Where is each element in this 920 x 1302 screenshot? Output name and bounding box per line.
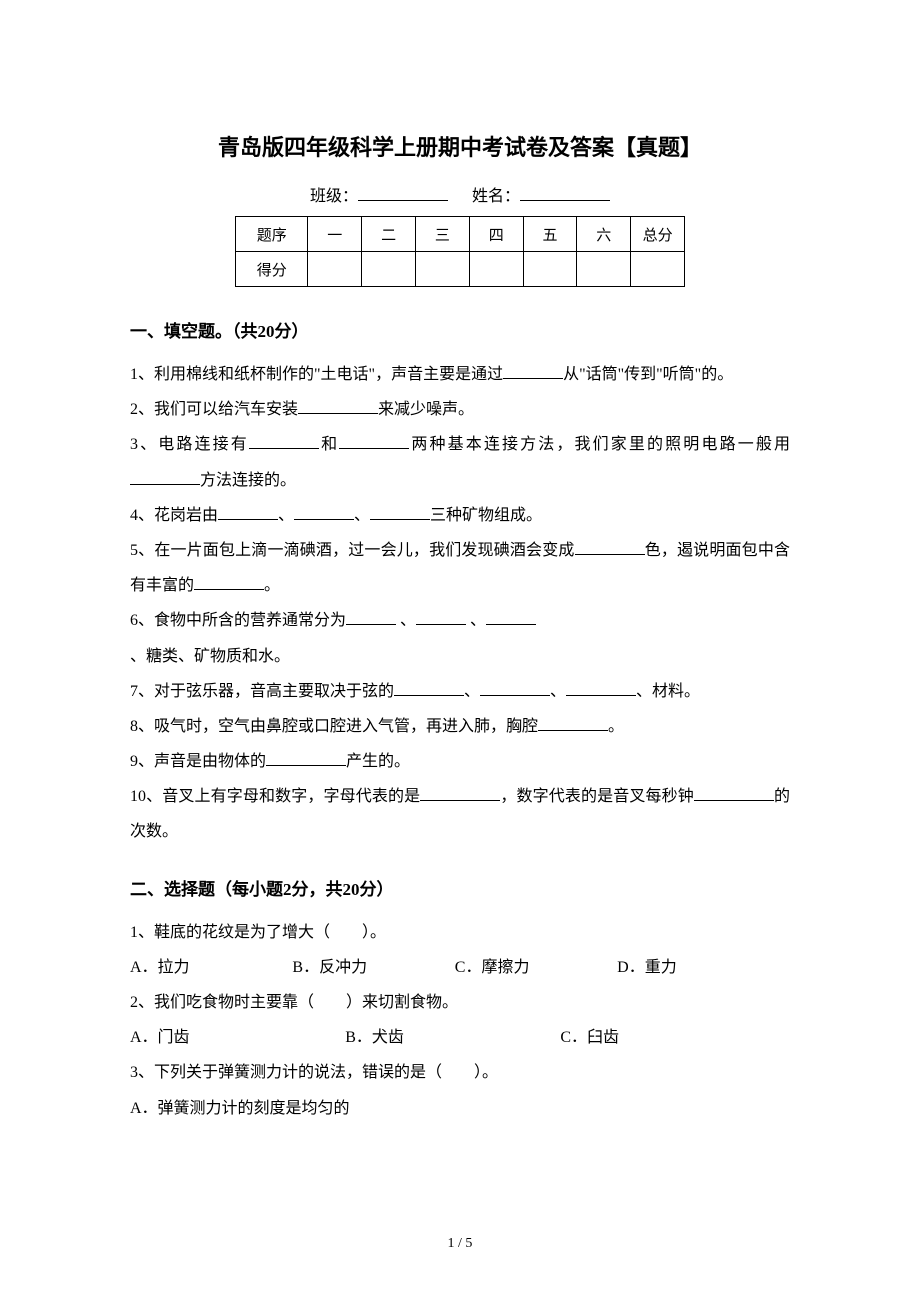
fill-blank[interactable] [566, 680, 636, 696]
option-c[interactable]: C．臼齿 [560, 1020, 771, 1055]
q-text: 、 [464, 683, 480, 700]
q-text: 、 [550, 683, 566, 700]
mc-options-1: A．拉力 B．反冲力 C．摩擦力 D．重力 [130, 950, 790, 985]
fill-blank[interactable] [538, 715, 608, 731]
q-text: 、材料。 [636, 683, 700, 700]
q-text: 5、在一片面包上滴一滴碘酒，过一会儿，我们发现碘酒会变成 [130, 542, 575, 559]
q-text: 、 [466, 612, 486, 629]
fill-blank[interactable] [249, 433, 319, 449]
question-4: 4、花岗岩由 、 、 三种矿物组成。 [130, 498, 790, 533]
page-title: 青岛版四年级科学上册期中考试卷及答案【真题】 [130, 130, 790, 162]
name-label: 姓名： [472, 188, 520, 205]
section2-heading: 二、选择题（每小题2分，共20分） [130, 875, 790, 900]
fill-blank[interactable] [346, 609, 396, 625]
q-text: 。 [264, 577, 280, 594]
q-text: 、 [396, 612, 416, 629]
fill-blank[interactable] [694, 785, 774, 801]
cell-header: 六 [577, 217, 631, 252]
q-text: 10、音叉上有字母和数字，字母代表的是 [130, 788, 420, 805]
q-text: 从"话筒"传到"听筒"的。 [563, 366, 733, 383]
question-9: 9、声音是由物体的 产生的。 [130, 744, 790, 779]
fill-blank[interactable] [416, 609, 466, 625]
header-line: 班级： 姓名： [130, 182, 790, 206]
q-text: 、糖类、矿物质和水。 [130, 648, 290, 665]
q-text: 、 [354, 507, 370, 524]
q-text: 、 [278, 507, 294, 524]
question-7: 7、对于弦乐器，音高主要取决于弦的 、 、 、材料。 [130, 674, 790, 709]
option-a[interactable]: A．门齿 [130, 1020, 341, 1055]
option-a[interactable]: A．拉力 [130, 950, 288, 985]
mc-question-1: 1、鞋底的花纹是为了增大（ ）。 [130, 915, 790, 950]
question-2: 2、我们可以给汽车安装 来减少噪声。 [130, 392, 790, 427]
cell-blank[interactable] [577, 252, 631, 287]
fill-blank[interactable] [486, 609, 536, 625]
option-c[interactable]: C．摩擦力 [455, 950, 613, 985]
section1-heading: 一、填空题。（共20分） [130, 317, 790, 342]
cell-header: 四 [469, 217, 523, 252]
fill-blank[interactable] [575, 539, 645, 555]
question-8: 8、吸气时，空气由鼻腔或口腔进入气管，再进入肺，胸腔 。 [130, 709, 790, 744]
mc-options-2: A．门齿 B．犬齿 C．臼齿 [130, 1020, 790, 1055]
mc-question-3: 3、下列关于弹簧测力计的说法，错误的是（ ）。 [130, 1055, 790, 1090]
option-d[interactable]: D．重力 [617, 950, 775, 985]
cell-header: 题序 [236, 217, 308, 252]
fill-blank[interactable] [266, 750, 346, 766]
cell-blank[interactable] [469, 252, 523, 287]
q-text: 9、声音是由物体的 [130, 753, 266, 770]
cell-header: 五 [523, 217, 577, 252]
cell-blank[interactable] [362, 252, 416, 287]
table-row: 题序 一 二 三 四 五 六 总分 [236, 217, 685, 252]
fill-blank[interactable] [503, 363, 563, 379]
q-text: 来减少噪声。 [378, 401, 474, 418]
q-text: 2、我们可以给汽车安装 [130, 401, 298, 418]
question-3: 3、电路连接有 和 两种基本连接方法，我们家里的照明电路一般用方法连接的。 [130, 427, 790, 497]
fill-blank[interactable] [394, 680, 464, 696]
cell-blank[interactable] [416, 252, 470, 287]
fill-blank[interactable] [298, 398, 378, 414]
fill-blank[interactable] [130, 469, 200, 485]
fill-blank[interactable] [218, 504, 278, 520]
class-blank[interactable] [358, 183, 448, 201]
table-row: 得分 [236, 252, 685, 287]
q-text: 三种矿物组成。 [430, 507, 542, 524]
option-b[interactable]: B．反冲力 [292, 950, 450, 985]
q-text: ，数字代表的是音叉每秒钟 [500, 788, 694, 805]
fill-blank[interactable] [194, 574, 264, 590]
q-text: 。 [608, 718, 624, 735]
fill-blank[interactable] [420, 785, 500, 801]
cell-header: 一 [308, 217, 362, 252]
fill-blank[interactable] [370, 504, 430, 520]
fill-blank[interactable] [294, 504, 354, 520]
mc-question-2: 2、我们吃食物时主要靠（ ）来切割食物。 [130, 985, 790, 1020]
question-10: 10、音叉上有字母和数字，字母代表的是，数字代表的是音叉每秒钟的次数。 [130, 779, 790, 849]
q-text: 3、电路连接有 [130, 436, 249, 453]
cell-blank[interactable] [631, 252, 685, 287]
cell-header: 总分 [631, 217, 685, 252]
question-5: 5、在一片面包上滴一滴碘酒，过一会儿，我们发现碘酒会变成色，遏说明面包中含有丰富… [130, 533, 790, 603]
cell-blank[interactable] [308, 252, 362, 287]
fill-blank[interactable] [339, 433, 409, 449]
q-text: 7、对于弦乐器，音高主要取决于弦的 [130, 683, 394, 700]
q-text: 4、花岗岩由 [130, 507, 218, 524]
question-1: 1、利用棉线和纸杯制作的"土电话"，声音主要是通过 从"话筒"传到"听筒"的。 [130, 357, 790, 392]
q-text: 1、利用棉线和纸杯制作的"土电话"，声音主要是通过 [130, 366, 503, 383]
score-table: 题序 一 二 三 四 五 六 总分 得分 [235, 216, 685, 287]
q-text: 两种基本连接方法，我们家里的照明电路一般用 [409, 436, 790, 453]
class-label: 班级： [310, 188, 358, 205]
fill-blank[interactable] [480, 680, 550, 696]
q-text: 和 [319, 436, 339, 453]
q-text: 方法连接的。 [200, 472, 296, 489]
name-blank[interactable] [520, 183, 610, 201]
q-text: 8、吸气时，空气由鼻腔或口腔进入气管，再进入肺，胸腔 [130, 718, 538, 735]
cell-header: 三 [416, 217, 470, 252]
cell-label: 得分 [236, 252, 308, 287]
q-text: 产生的。 [346, 753, 410, 770]
page-number: 1 / 5 [0, 1236, 920, 1252]
option-a[interactable]: A．弹簧测力计的刻度是均匀的 [130, 1091, 790, 1126]
question-6: 6、食物中所含的营养通常分为 、 、、糖类、矿物质和水。 [130, 603, 790, 673]
cell-header: 二 [362, 217, 416, 252]
option-b[interactable]: B．犬齿 [345, 1020, 556, 1055]
cell-blank[interactable] [523, 252, 577, 287]
q-text: 6、食物中所含的营养通常分为 [130, 612, 346, 629]
